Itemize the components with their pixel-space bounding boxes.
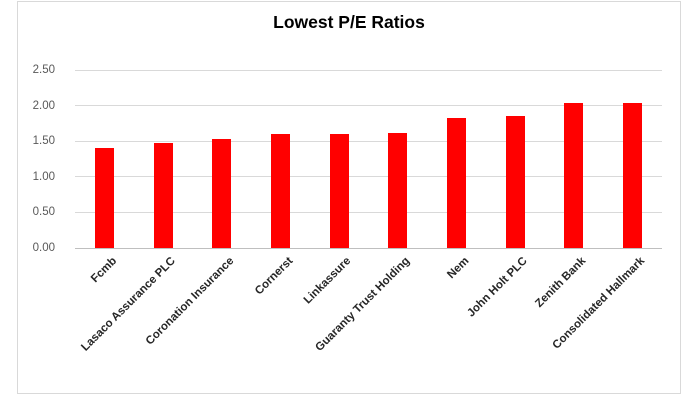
x-axis-label-text: Cornerst — [252, 255, 295, 298]
x-axis-line — [75, 247, 662, 249]
bar — [212, 139, 232, 248]
y-axis-tick-label: 1.00 — [32, 170, 55, 183]
x-axis-label-text: Linkassure — [302, 255, 354, 307]
y-axis-tick-label: 2.00 — [32, 99, 55, 112]
gridline — [75, 176, 662, 178]
x-axis-label-text: Fcmb — [88, 255, 119, 286]
gridline — [75, 140, 662, 142]
bar — [447, 117, 467, 248]
bar — [329, 134, 349, 248]
y-axis-tick-label: 0.00 — [32, 242, 55, 254]
x-axis-label-text: Zenith Bank — [533, 255, 589, 311]
gridline — [75, 69, 662, 71]
x-axis-label-text: John Holt PLC — [465, 255, 530, 320]
bar — [564, 102, 584, 248]
bar — [388, 132, 408, 248]
x-axis-label-text: Nem — [444, 255, 472, 282]
bar — [270, 134, 290, 248]
chart-frame: Lowest P/E Ratios 0.00 0.50 1.00 1.50 2.00 2.… — [17, 1, 681, 394]
bar — [153, 142, 173, 248]
x-axis-label-text: Lasaco Assurance PLC — [78, 255, 178, 354]
bar — [505, 116, 525, 248]
bar — [623, 102, 643, 248]
chart-title: Lowest P/E Ratios — [273, 12, 425, 32]
y-axis-tick-label: 0.50 — [32, 206, 55, 219]
y-axis-tick-label: 1.50 — [32, 135, 55, 148]
gridline — [75, 105, 662, 107]
gridline — [75, 211, 662, 213]
bar — [94, 148, 114, 248]
y-axis-tick-label: 2.50 — [32, 64, 55, 76]
